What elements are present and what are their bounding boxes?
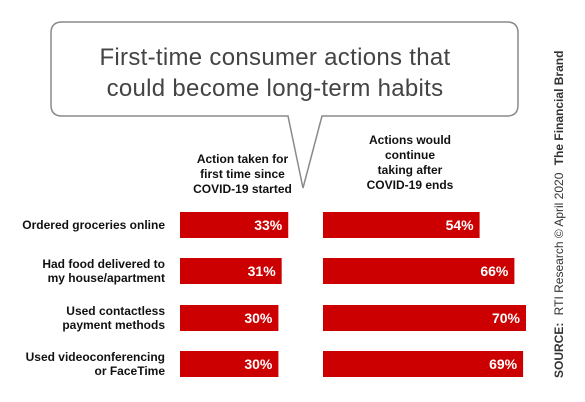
svg-text:SOURCE: RTI Research © Apr: SOURCE: RTI Research © April 2020 The Fi… xyxy=(552,51,566,378)
bar xyxy=(323,212,480,238)
bar-value-label: 66% xyxy=(480,263,509,279)
category-label: payment methods xyxy=(62,318,165,332)
column-header-first-time-line: first time since xyxy=(200,167,285,181)
column-header-first-time: Action taken for first time since COVID-… xyxy=(180,152,305,197)
bar xyxy=(323,258,515,284)
bar-value-label: 30% xyxy=(244,356,273,372)
category-label: Ordered groceries online xyxy=(22,218,165,232)
column-header-continue-line: COVID-19 ends xyxy=(366,178,454,192)
category-label: Used contactless xyxy=(66,304,165,318)
category-label: Had food delivered to xyxy=(42,257,165,271)
bar-value-label: 54% xyxy=(446,217,475,233)
category-label: or FaceTime xyxy=(95,364,166,378)
source-credit: SOURCE: RTI Research © April 2020 The Fi… xyxy=(552,51,566,378)
chart-title-line-1: First-time consumer actions that xyxy=(99,44,451,71)
column-header-continue: Actions would continue taking after COVI… xyxy=(345,133,475,193)
column-header-continue-line: Actions would xyxy=(369,133,451,147)
column-header-continue-line: continue xyxy=(385,148,435,162)
category-label: my house/apartment xyxy=(48,271,165,285)
bar-value-label: 31% xyxy=(248,263,277,279)
source-brand: The Financial Brand xyxy=(552,51,566,166)
bar xyxy=(180,351,279,377)
source-label: SOURCE: xyxy=(552,323,566,378)
column-header-continue-line: taking after xyxy=(377,163,443,177)
chart-title-line-2: could become long-term habits xyxy=(106,75,444,102)
source-text: RTI Research © April 2020 xyxy=(552,172,566,315)
bar xyxy=(180,212,289,238)
speech-bubble-outline xyxy=(50,21,519,189)
column-header-first-time-line: Action taken for xyxy=(196,152,289,166)
bar-value-label: 30% xyxy=(244,310,273,326)
column-header-first-time-line: COVID-19 started xyxy=(193,182,292,196)
bar-value-label: 70% xyxy=(492,310,521,326)
bar xyxy=(180,258,282,284)
bar xyxy=(180,305,279,331)
category-label: Used videoconferencing xyxy=(26,350,165,364)
bar xyxy=(323,305,526,331)
bar-value-label: 69% xyxy=(489,356,518,372)
bar xyxy=(323,351,524,377)
bar-value-label: 33% xyxy=(254,217,283,233)
